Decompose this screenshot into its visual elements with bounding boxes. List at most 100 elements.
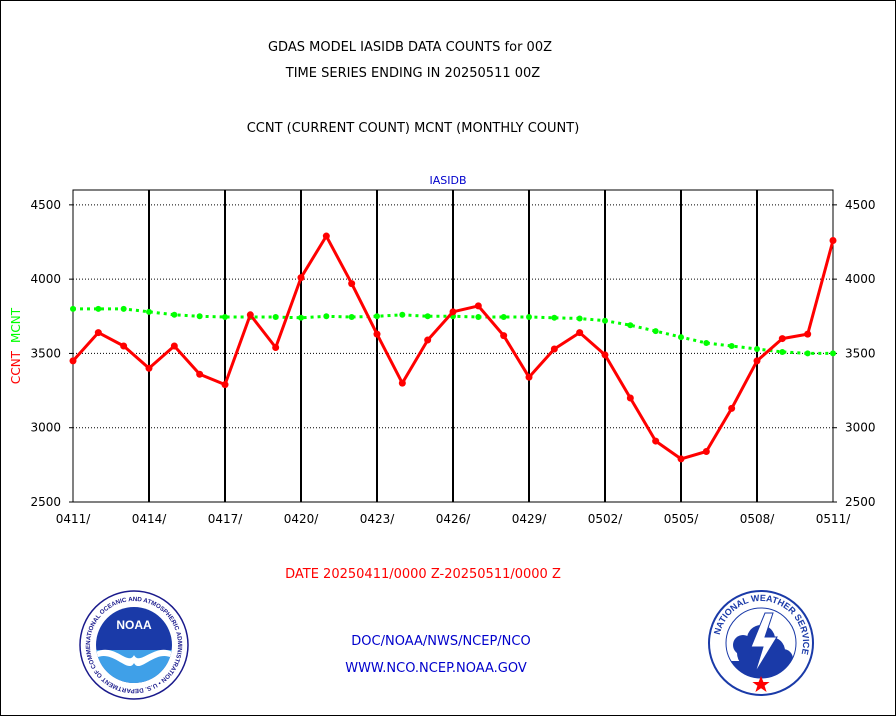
y-tick-label: 3500 [30, 346, 61, 360]
data-point-ccnt [601, 351, 609, 359]
data-point-ccnt [297, 274, 305, 282]
data-point-mcnt [171, 311, 178, 318]
data-point-mcnt [728, 343, 735, 349]
chart-title-line1: GDAS MODEL IASIDB DATA COUNTS for 00Z [268, 40, 552, 55]
series-layer [69, 232, 837, 463]
data-point-ccnt [652, 437, 660, 445]
data-point-ccnt [550, 345, 558, 353]
x-tick-label: 0511/ [816, 512, 852, 526]
data-point-ccnt [398, 379, 406, 387]
plot-area: 2500 3000 3500 4000 4500 2500 3000 3500 4000 450… [30, 189, 876, 526]
y-tick-label: 4500 [845, 198, 876, 212]
plot-title: IASIDB [429, 174, 466, 187]
noaa-wordmark: NOAA [116, 618, 152, 632]
data-point-mcnt [652, 328, 659, 335]
data-point-ccnt [829, 237, 837, 245]
data-point-mcnt [754, 345, 760, 352]
y-tick-label: 4500 [30, 198, 61, 212]
data-point-mcnt [146, 308, 152, 315]
data-point-mcnt [196, 313, 203, 320]
data-point-mcnt [348, 314, 355, 321]
data-point-mcnt [627, 322, 634, 329]
data-point-mcnt [374, 313, 380, 320]
data-point-mcnt [602, 317, 608, 324]
y-axis-left: 2500 3000 3500 4000 4500 [30, 198, 61, 509]
x-tick-label: 0508/ [740, 512, 776, 526]
data-point-mcnt [830, 350, 836, 357]
star-icon [752, 676, 770, 692]
data-point-ccnt [474, 302, 482, 310]
y-tick-label: 3000 [30, 421, 61, 435]
data-point-ccnt [753, 357, 761, 365]
data-point-ccnt [778, 335, 786, 343]
website-label: WWW.NCO.NCEP.NOAA.GOV [345, 661, 527, 676]
data-point-mcnt [272, 314, 279, 321]
data-point-mcnt [70, 305, 76, 312]
data-point-mcnt [804, 350, 811, 357]
y-gridlines [69, 204, 837, 503]
x-tick-label: 0420/ [284, 512, 320, 526]
data-point-ccnt [120, 342, 128, 350]
data-point-mcnt [779, 348, 786, 355]
data-point-mcnt [576, 315, 583, 322]
y-axis-right: 2500 3000 3500 4000 4500 [845, 198, 876, 509]
x-tick-label: 0411/ [56, 512, 92, 526]
y-tick-label: 4000 [845, 272, 876, 286]
data-point-ccnt [500, 332, 508, 340]
date-range-label: DATE 20250411/0000 Z-20250511/0000 Z [285, 567, 561, 582]
data-point-ccnt [196, 370, 204, 378]
data-point-mcnt [475, 314, 482, 321]
data-point-ccnt [449, 308, 457, 316]
data-point-ccnt [221, 381, 229, 389]
data-point-mcnt [500, 314, 507, 321]
data-point-ccnt [626, 394, 634, 402]
x-gridlines [148, 190, 758, 502]
series-ccnt [69, 232, 837, 463]
data-point-ccnt [677, 455, 685, 463]
data-point-ccnt [170, 342, 178, 350]
y-tick-label: 4000 [30, 272, 61, 286]
data-point-mcnt [298, 314, 304, 321]
data-point-mcnt [551, 314, 558, 321]
y-label-ccnt: CCNT [9, 350, 23, 384]
x-tick-label: 0414/ [132, 512, 168, 526]
data-point-mcnt [120, 305, 127, 312]
y-tick-label: 2500 [845, 495, 876, 509]
y-tick-label: 3500 [845, 346, 876, 360]
chart-title-line2: TIME SERIES ENDING IN 20250511 00Z [285, 66, 541, 81]
data-point-ccnt [804, 330, 812, 338]
data-point-ccnt [702, 447, 710, 455]
data-point-mcnt [526, 314, 532, 321]
svg-text:CCNTMCNT: CCNT MCNT [9, 307, 23, 384]
data-point-mcnt [424, 313, 431, 320]
data-point-ccnt [272, 343, 280, 351]
data-point-ccnt [373, 330, 381, 338]
x-tick-label: 0423/ [360, 512, 396, 526]
data-point-mcnt [222, 314, 228, 321]
x-tick-label: 0429/ [512, 512, 548, 526]
data-point-ccnt [525, 373, 533, 381]
y-tick-label: 2500 [30, 495, 61, 509]
data-point-mcnt [678, 334, 684, 341]
y-tick-label: 3000 [845, 421, 876, 435]
data-point-ccnt [69, 357, 77, 365]
x-tick-label: 0505/ [664, 512, 700, 526]
data-point-ccnt [94, 329, 102, 337]
x-tick-label: 0502/ [588, 512, 624, 526]
x-axis: 0411/0414/0417/0420/0423/0426/0429/0502/… [56, 512, 852, 526]
data-point-mcnt [703, 340, 710, 347]
data-point-ccnt [348, 280, 356, 288]
x-tick-label: 0417/ [208, 512, 244, 526]
data-point-mcnt [95, 305, 102, 312]
data-point-mcnt [323, 313, 330, 320]
x-tick-label: 0426/ [436, 512, 472, 526]
data-point-ccnt [246, 311, 254, 319]
org-path-label: DOC/NOAA/NWS/NCEP/NCO [351, 634, 530, 649]
data-point-mcnt [399, 311, 406, 318]
y-axis-label: CCNT MCNT [9, 307, 23, 384]
y-label-mcnt: MCNT [9, 307, 23, 343]
data-point-ccnt [728, 404, 736, 412]
data-point-ccnt [322, 232, 330, 240]
data-point-ccnt [145, 364, 153, 372]
